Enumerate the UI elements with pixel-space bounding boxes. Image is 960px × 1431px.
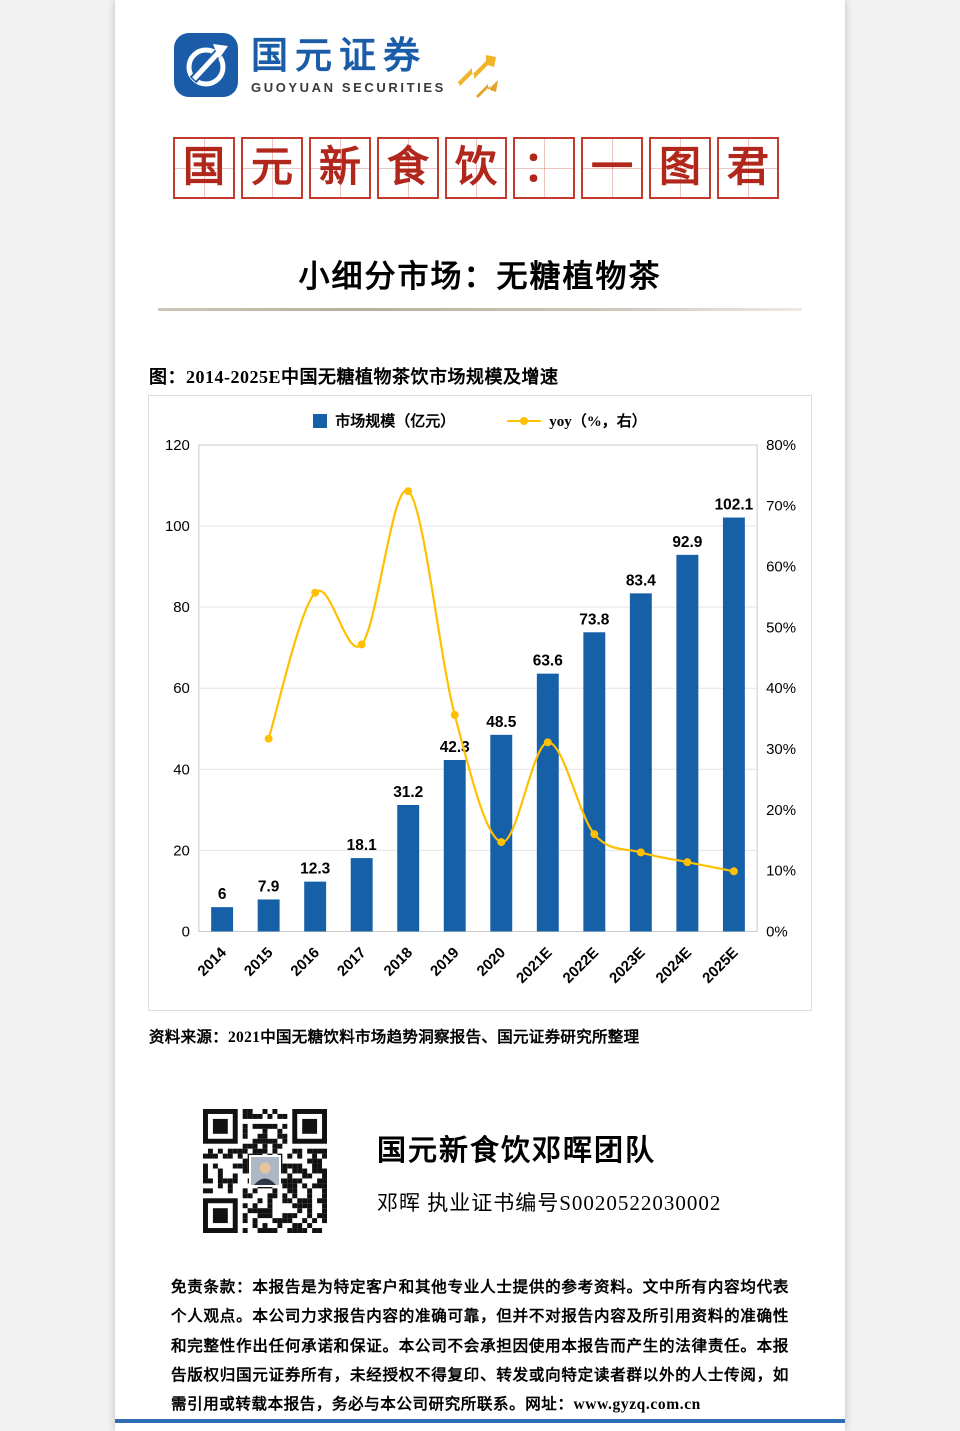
svg-text:83.4: 83.4 — [626, 572, 656, 589]
svg-text:40: 40 — [173, 761, 190, 778]
svg-text:50%: 50% — [766, 619, 796, 636]
svg-text:60: 60 — [173, 680, 190, 697]
svg-text:2023E: 2023E — [606, 944, 649, 987]
svg-text:30%: 30% — [766, 741, 796, 758]
svg-text:12.3: 12.3 — [300, 861, 330, 878]
svg-text:2016: 2016 — [287, 944, 323, 980]
logo-name-en: GUOYUAN SECURITIES — [251, 79, 446, 95]
legend-item-line: yoy（%，右） — [507, 410, 647, 431]
title-box: 元 — [241, 137, 303, 199]
title-char: 君 — [726, 145, 769, 191]
legend-label-bar: 市场规模（亿元） — [335, 414, 456, 430]
section-divider — [158, 308, 802, 311]
svg-text:2024E: 2024E — [653, 944, 696, 987]
svg-text:2019: 2019 — [427, 944, 463, 980]
bottom-padding — [115, 1423, 845, 1431]
title-box: ： — [513, 137, 575, 199]
svg-text:20%: 20% — [766, 802, 796, 819]
svg-text:40%: 40% — [766, 680, 796, 697]
chart-caption: 图：2014-2025E中国无糖植物茶饮市场规模及增速 — [149, 367, 559, 387]
svg-text:31.2: 31.2 — [393, 784, 423, 801]
svg-text:2022E: 2022E — [560, 944, 603, 987]
svg-text:2025E: 2025E — [699, 944, 742, 987]
svg-text:0%: 0% — [766, 923, 788, 940]
chart-frame: 市场规模（亿元） yoy（%，右） 0 20 40 60 80 100 120 0% 10% 20… — [148, 395, 812, 1012]
title-char: 元 — [250, 145, 293, 191]
svg-text:2017: 2017 — [334, 944, 370, 980]
title-char: 饮 — [454, 145, 497, 191]
guoyuan-logo-icon — [173, 32, 239, 98]
svg-text:73.8: 73.8 — [579, 611, 609, 628]
svg-text:2021E: 2021E — [513, 944, 556, 987]
svg-text:80: 80 — [173, 599, 190, 616]
legend-item-bar: 市场规模（亿元） — [313, 410, 455, 431]
logo-group: 国元证券 GUOYUAN SECURITIES — [173, 32, 845, 107]
gold-arrows-icon — [452, 52, 506, 107]
svg-text:2018: 2018 — [381, 944, 417, 980]
logo-name-zh: 国元证券 — [251, 35, 427, 76]
svg-text:60%: 60% — [766, 559, 796, 576]
title-box: 新 — [309, 137, 371, 199]
svg-text:7.9: 7.9 — [258, 878, 280, 895]
chart-legend: 市场规模（亿元） yoy（%，右） — [151, 402, 809, 433]
team-block: 国元新食饮邓晖团队 邓晖 执业证书编号S0020522030002 — [203, 1109, 845, 1234]
legend-label-line: yoy（%，右） — [549, 414, 647, 430]
qr-code — [203, 1109, 327, 1234]
team-texts: 国元新食饮邓晖团队 邓晖 执业证书编号S0020522030002 — [377, 1125, 721, 1217]
svg-text:18.1: 18.1 — [347, 837, 377, 854]
svg-text:0: 0 — [182, 923, 190, 940]
svg-text:20: 20 — [173, 842, 190, 859]
headline-grid: 国 元 新 食 饮 ： 一 图 君 — [173, 137, 845, 199]
svg-text:48.5: 48.5 — [486, 714, 516, 731]
svg-text:2014: 2014 — [194, 944, 230, 980]
avatar — [249, 1155, 281, 1188]
title-char: 一 — [590, 145, 633, 191]
svg-text:6: 6 — [218, 886, 227, 903]
section-title: 小细分市场：无糖植物茶 — [298, 259, 662, 294]
svg-text:10%: 10% — [766, 863, 796, 880]
title-box: 国 — [173, 137, 235, 199]
title-char: ： — [522, 145, 565, 191]
bar-swatch-icon — [313, 413, 328, 428]
logo-text-block: 国元证券 GUOYUAN SECURITIES — [251, 32, 446, 95]
svg-text:70%: 70% — [766, 498, 796, 515]
title-char: 图 — [658, 145, 701, 191]
svg-text:102.1: 102.1 — [715, 497, 754, 514]
title-char: 国 — [182, 145, 225, 191]
svg-text:2020: 2020 — [474, 944, 510, 980]
team-cert: 邓晖 执业证书编号S0020522030002 — [377, 1191, 722, 1216]
title-box: 饮 — [445, 137, 507, 199]
line-swatch-icon — [507, 416, 542, 425]
title-box: 一 — [581, 137, 643, 199]
svg-text:80%: 80% — [766, 437, 796, 454]
svg-text:120: 120 — [165, 437, 190, 454]
source-note: 资料来源：2021中国无糖饮料市场趋势洞察报告、国元证券研究所整理 — [149, 1029, 640, 1047]
title-box: 图 — [649, 137, 711, 199]
team-name: 国元新食饮邓晖团队 — [377, 1135, 657, 1168]
title-char: 新 — [318, 145, 361, 191]
disclaimer-text: 免责条款：本报告是为特定客户和其他专业人士提供的参考资料。文中所有内容均代表个人… — [171, 1279, 789, 1413]
market-chart-svg: 0 20 40 60 80 100 120 0% 10% 20% 30% 40% 50% 60% 70% 80… — [165, 437, 796, 987]
title-char: 食 — [386, 145, 429, 191]
svg-text:2015: 2015 — [241, 944, 277, 980]
svg-text:92.9: 92.9 — [672, 534, 702, 551]
title-box: 食 — [377, 137, 439, 199]
svg-text:63.6: 63.6 — [533, 653, 563, 670]
title-box: 君 — [717, 137, 779, 199]
report-page: 国元证券 GUOYUAN SECURITIES 国 元 新 食 饮 ： 一 图 … — [115, 0, 845, 1431]
svg-text:100: 100 — [165, 518, 190, 535]
